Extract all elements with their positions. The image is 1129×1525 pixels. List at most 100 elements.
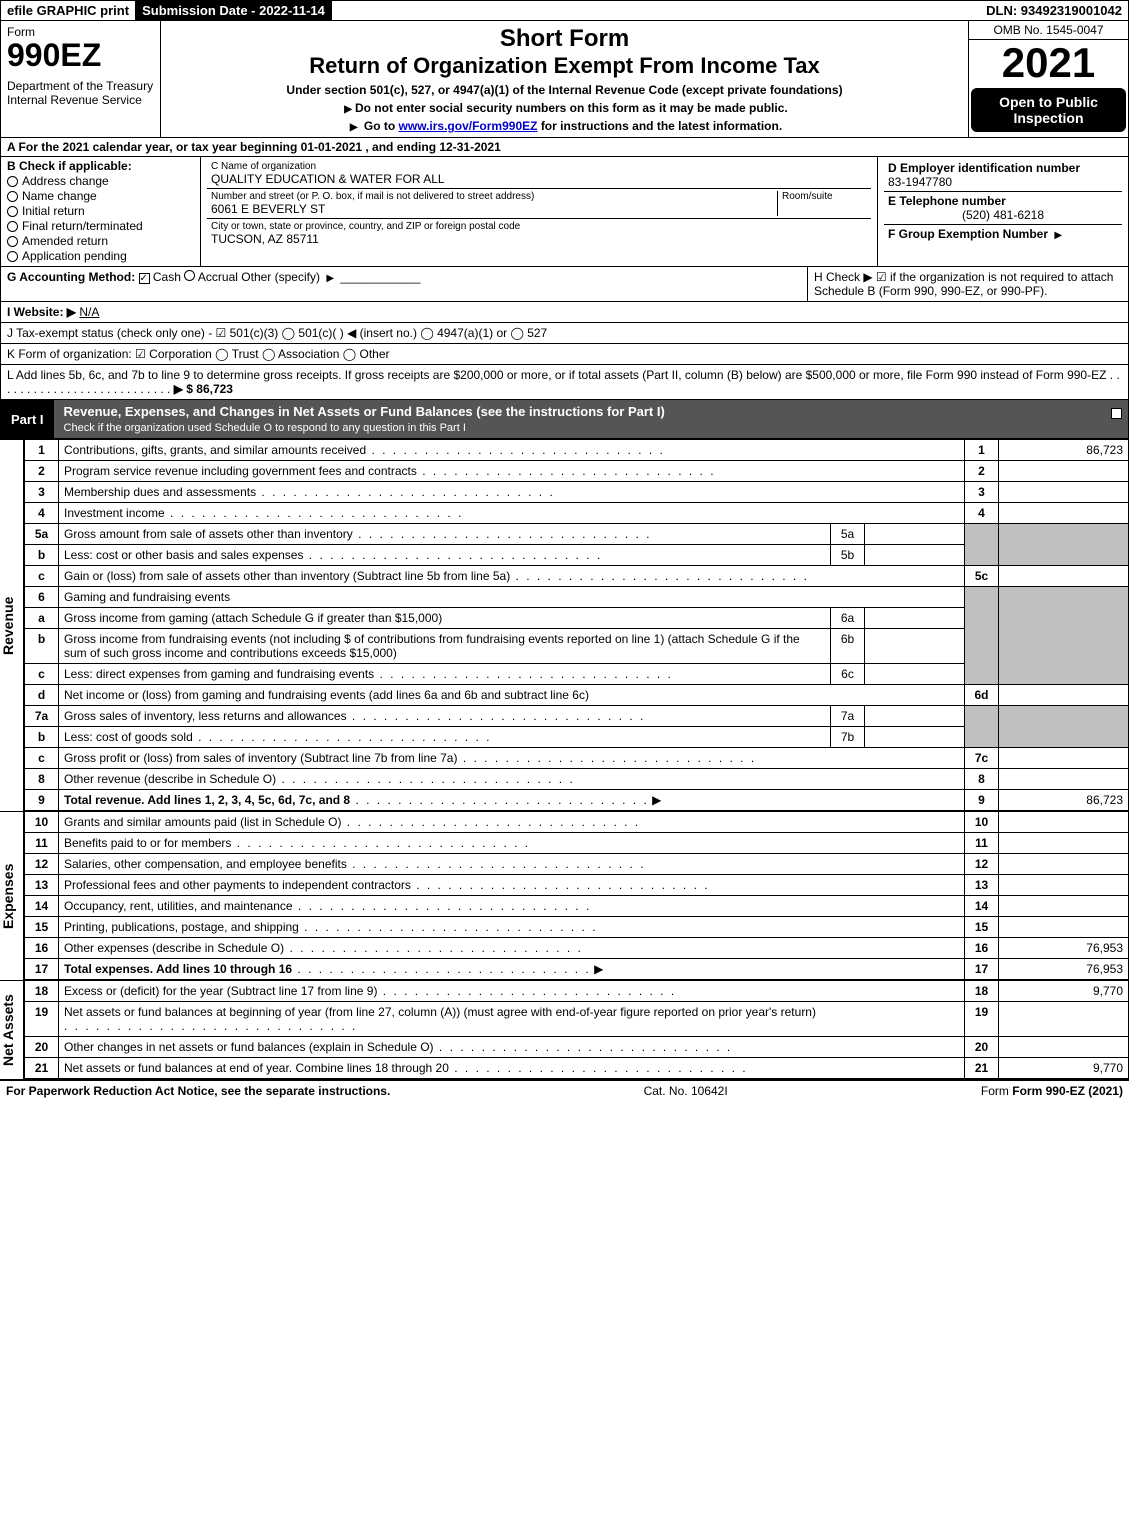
line-21: 21Net assets or fund balances at end of … [25, 1058, 1129, 1079]
row-a-period: A For the 2021 calendar year, or tax yea… [0, 138, 1129, 157]
warning-ssn: Do not enter social security numbers on … [167, 101, 962, 115]
street-address: 6061 E BEVERLY ST [211, 202, 777, 216]
netassets-table: 18Excess or (deficit) for the year (Subt… [24, 980, 1129, 1079]
part1-label: Part I [1, 408, 54, 431]
org-name-label: C Name of organization [211, 161, 867, 172]
line-16: 16Other expenses (describe in Schedule O… [25, 938, 1129, 959]
group-exemption-label: F Group Exemption Number [888, 227, 1048, 241]
section-b-title: B Check if applicable: [7, 159, 132, 173]
line-6c: c Less: direct expenses from gaming and … [25, 664, 1129, 685]
chk-application-pending[interactable]: Application pending [7, 249, 194, 263]
form-header: Form 990EZ Department of the Treasury In… [0, 21, 1129, 138]
row-k-org-form: K Form of organization: ☑ Corporation ◯ … [1, 344, 1128, 365]
line-7a: 7a Gross sales of inventory, less return… [25, 706, 1129, 727]
org-name: QUALITY EDUCATION & WATER FOR ALL [211, 172, 867, 186]
telephone-label: E Telephone number [888, 194, 1006, 208]
line-13: 13Professional fees and other payments t… [25, 875, 1129, 896]
short-form-title: Short Form [167, 25, 962, 53]
line-6d: d Net income or (loss) from gaming and f… [25, 685, 1129, 706]
line-11: 11Benefits paid to or for members11 [25, 833, 1129, 854]
footer-center: Cat. No. 10642I [644, 1084, 728, 1098]
line-5b: b Less: cost or other basis and sales ex… [25, 545, 1129, 566]
revenue-section: Revenue 1 Contributions, gifts, grants, … [0, 439, 1129, 811]
omb-number: OMB No. 1545-0047 [969, 21, 1128, 40]
line-5c: c Gain or (loss) from sale of assets oth… [25, 566, 1129, 587]
header-center: Short Form Return of Organization Exempt… [161, 21, 968, 137]
row-g-h: G Accounting Method: Cash Accrual Other … [0, 267, 1129, 302]
website-value: N/A [79, 305, 99, 319]
header-left: Form 990EZ Department of the Treasury In… [1, 21, 161, 137]
expenses-table: 10Grants and similar amounts paid (list … [24, 811, 1129, 980]
page-footer: For Paperwork Reduction Act Notice, see … [0, 1079, 1129, 1101]
section-c: C Name of organization QUALITY EDUCATION… [201, 157, 878, 266]
chk-cash[interactable] [139, 273, 150, 284]
line-19: 19Net assets or fund balances at beginni… [25, 1002, 1129, 1037]
line-14: 14Occupancy, rent, utilities, and mainte… [25, 896, 1129, 917]
line-4: 4 Investment income 4 [25, 503, 1129, 524]
form-number: 990EZ [7, 39, 154, 71]
line-2: 2 Program service revenue including gove… [25, 461, 1129, 482]
city-state-zip: TUCSON, AZ 85711 [211, 232, 867, 246]
revenue-side-label: Revenue [0, 439, 24, 811]
tax-year: 2021 [969, 40, 1128, 86]
accounting-method: G Accounting Method: Cash Accrual Other … [1, 267, 808, 301]
net-assets-section: Net Assets 18Excess or (deficit) for the… [0, 980, 1129, 1079]
line-12: 12Salaries, other compensation, and empl… [25, 854, 1129, 875]
line-9: 9 Total revenue. Add lines 1, 2, 3, 4, 5… [25, 790, 1129, 811]
arrow-icon [323, 270, 337, 284]
line-5a: 5a Gross amount from sale of assets othe… [25, 524, 1129, 545]
street-label: Number and street (or P. O. box, if mail… [211, 191, 777, 202]
arrow-icon [341, 101, 355, 115]
section-b: B Check if applicable: Address change Na… [1, 157, 201, 266]
arrow-icon [1051, 227, 1065, 241]
dept-treasury: Department of the Treasury [7, 79, 154, 93]
info-grid: B Check if applicable: Address change Na… [0, 157, 1129, 267]
chk-name-change[interactable]: Name change [7, 189, 194, 203]
row-i-website: I Website: ▶ N/A [1, 302, 1128, 323]
subtitle: Under section 501(c), 527, or 4947(a)(1)… [167, 83, 962, 97]
section-def: D Employer identification number 83-1947… [878, 157, 1128, 266]
top-bar: efile GRAPHIC print Submission Date - 20… [0, 0, 1129, 21]
goto-link-line: Go to www.irs.gov/Form990EZ for instruct… [167, 119, 962, 133]
line-15: 15Printing, publications, postage, and s… [25, 917, 1129, 938]
submission-date: Submission Date - 2022-11-14 [136, 1, 332, 20]
line-6: 6 Gaming and fundraising events [25, 587, 1129, 608]
line-18: 18Excess or (deficit) for the year (Subt… [25, 981, 1129, 1002]
netassets-side-label: Net Assets [0, 980, 24, 1079]
row-j-tax-exempt: J Tax-exempt status (check only one) - ☑… [1, 323, 1128, 344]
dln: DLN: 93492319001042 [980, 1, 1128, 20]
irs-link[interactable]: www.irs.gov/Form990EZ [399, 119, 538, 133]
line-8: 8 Other revenue (describe in Schedule O)… [25, 769, 1129, 790]
city-label: City or town, state or province, country… [211, 221, 867, 232]
line-20: 20Other changes in net assets or fund ba… [25, 1037, 1129, 1058]
expenses-section: Expenses 10Grants and similar amounts pa… [0, 811, 1129, 980]
ein-value: 83-1947780 [888, 175, 1118, 189]
expenses-side-label: Expenses [0, 811, 24, 980]
meta-rows: I Website: ▶ N/A J Tax-exempt status (ch… [0, 302, 1129, 400]
open-public-inspection: Open to Public Inspection [971, 88, 1126, 132]
line-7c: c Gross profit or (loss) from sales of i… [25, 748, 1129, 769]
chk-initial-return[interactable]: Initial return [7, 204, 194, 218]
line-10: 10Grants and similar amounts paid (list … [25, 812, 1129, 833]
arrow-icon [347, 119, 361, 133]
chk-address-change[interactable]: Address change [7, 174, 194, 188]
main-title: Return of Organization Exempt From Incom… [167, 53, 962, 79]
chk-final-return[interactable]: Final return/terminated [7, 219, 194, 233]
chk-schedule-o[interactable] [1111, 408, 1122, 419]
ein-label: D Employer identification number [888, 161, 1080, 175]
revenue-table: 1 Contributions, gifts, grants, and simi… [24, 439, 1129, 811]
line-6a: a Gross income from gaming (attach Sched… [25, 608, 1129, 629]
part1-title: Revenue, Expenses, and Changes in Net As… [54, 400, 1128, 438]
footer-left: For Paperwork Reduction Act Notice, see … [6, 1084, 390, 1098]
header-right: OMB No. 1545-0047 2021 Open to Public In… [968, 21, 1128, 137]
row-l-gross-receipts: L Add lines 5b, 6c, and 7b to line 9 to … [1, 365, 1128, 399]
line-7b: b Less: cost of goods sold 7b [25, 727, 1129, 748]
chk-accrual[interactable] [184, 270, 195, 281]
chk-amended-return[interactable]: Amended return [7, 234, 194, 248]
telephone-value: (520) 481-6218 [888, 208, 1118, 222]
line-17: 17Total expenses. Add lines 10 through 1… [25, 959, 1129, 980]
irs-label: Internal Revenue Service [7, 93, 154, 107]
line-3: 3 Membership dues and assessments 3 [25, 482, 1129, 503]
line-6b: b Gross income from fundraising events (… [25, 629, 1129, 664]
efile-print: efile GRAPHIC print [1, 1, 136, 20]
